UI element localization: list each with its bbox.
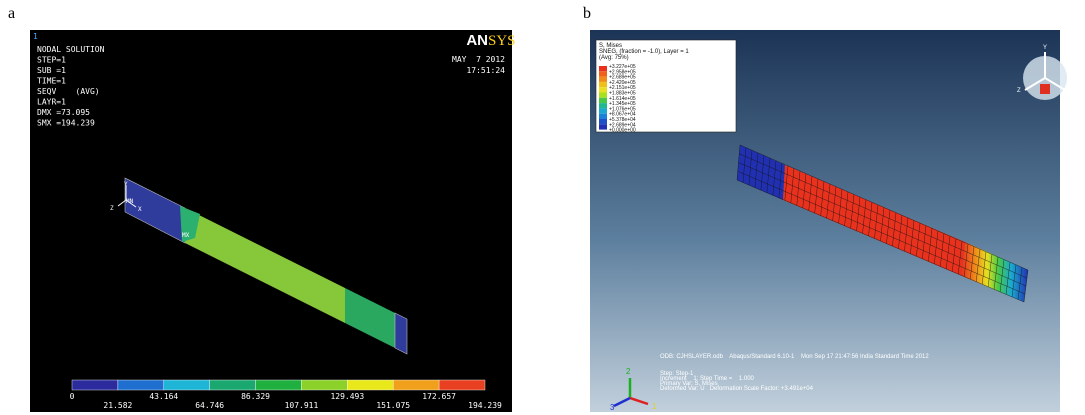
legend-title: (Avg: 75%) [599,55,629,61]
mesh-line [739,153,1028,279]
legend-swatch [599,119,607,125]
triad-label: 2 [626,367,631,376]
logo: AN [466,32,488,49]
legend-swatch [599,97,607,104]
triad-label: 3 [610,403,615,412]
result-info: SMX =194.239 [37,119,95,128]
legend-box [595,39,737,133]
ansys-viewport [30,30,512,412]
date: MAY 7 2012 [452,55,505,64]
colorbar-swatch [301,379,348,391]
legend-value: +2.689e+04 [609,122,636,128]
result-info: LAYR=1 [37,98,66,107]
status-text: ODB: CJHSLAYER.odb Abaqus/Standard 6.10-… [660,354,929,360]
colorbar-swatch [255,379,302,391]
colorbar-label: 151.075 [376,401,410,410]
colorbar-label: 172.657 [422,392,456,401]
colorbar-label: 86.329 [241,392,270,401]
colorbar-swatch [117,379,164,391]
legend-value: +2.689e+05 [609,75,636,81]
colorbar-swatch [163,379,210,391]
legend-swatch [599,71,607,77]
legend-title: S, Mises [599,43,622,49]
axis-label: MX [182,232,190,239]
axis-triad [613,378,649,408]
mesh-line [738,162,1027,287]
legend-value: +1.076e+05 [609,106,636,112]
result-info: NODAL SOLUTION [37,45,105,54]
legend-swatch [599,124,607,130]
status-text: Deformed Var: U Deformation Scale Factor… [660,386,814,392]
axis-label: X [138,206,142,213]
legend-value: +0.000e+00 [609,128,636,134]
legend-value: +8.067e+04 [609,112,636,118]
colorbar-swatch [209,379,256,391]
legend-title: SNEG, (fraction = -1.0), Layer = 1 [599,49,689,55]
corner-label: 1 [33,32,38,41]
result-info: SUB =1 [37,66,66,75]
status-text: Primary Var: S, Mises [660,381,718,387]
colorbar-swatch [347,379,394,391]
colorbar-swatch [438,379,486,391]
legend-value: +2.958e+05 [609,69,636,75]
triad-label: 1 [652,402,657,411]
status-text: Increment 1: Step Time = 1.000 [660,376,755,382]
legend-value: +5.378e+04 [609,117,636,123]
triad-label: Z [1017,88,1021,94]
axis-label: Y [124,181,128,188]
mesh-line [736,179,1025,303]
beam-model [117,177,408,355]
result-info: TIME=1 [37,77,66,86]
legend-swatch [599,103,607,109]
colorbar-label: 21.582 [103,401,132,410]
legend-swatch [599,113,607,119]
legend-value: +3.227e+05 [609,64,636,70]
status-text: Step: Step-1 [660,371,694,377]
legend-swatch [599,92,607,98]
legend-swatch [599,108,607,114]
axis-label: Z [110,205,114,212]
result-info: SEQV (AVG) [37,87,100,96]
beam-model [736,144,1029,303]
result-info: STEP=1 [37,56,66,65]
panel-label: b [583,5,591,22]
view-triad [1023,52,1067,100]
colorbar-swatch [393,379,440,391]
panel-label: a [8,5,15,22]
mesh-line [737,171,1026,295]
legend-value: +2.151e+05 [609,85,636,91]
legend-value: +1.614e+05 [609,96,636,102]
colorbar: 0 43.164 86.329 129.493 172.657 21.582 64.746 1… [70,379,502,410]
legend-swatch [599,87,607,93]
colorbar-label: 194.239 [468,401,502,410]
result-info: DMX =73.095 [37,108,90,117]
legend-swatch [599,76,607,82]
triad-label: X [1068,88,1072,94]
axis-label: MN [126,198,134,205]
colorbar-label: 0 [70,392,75,401]
colorbar-label: 43.164 [149,392,178,401]
legend-value: +1.883e+05 [609,91,636,97]
colorbar-label: 64.746 [195,401,224,410]
time: 17:51:24 [466,66,505,75]
legend-value: +1.345e+05 [609,101,636,107]
legend-swatch [599,66,607,72]
colorbar-label: 129.493 [330,392,364,401]
legend-swatch [599,81,607,88]
triad-label: Y [1043,45,1047,51]
colorbar-label: 107.911 [285,401,319,410]
colorbar-swatch [71,379,119,391]
logo: SYS [488,33,516,49]
legend-value: +2.420e+05 [609,80,636,86]
mesh-line [739,144,1029,271]
